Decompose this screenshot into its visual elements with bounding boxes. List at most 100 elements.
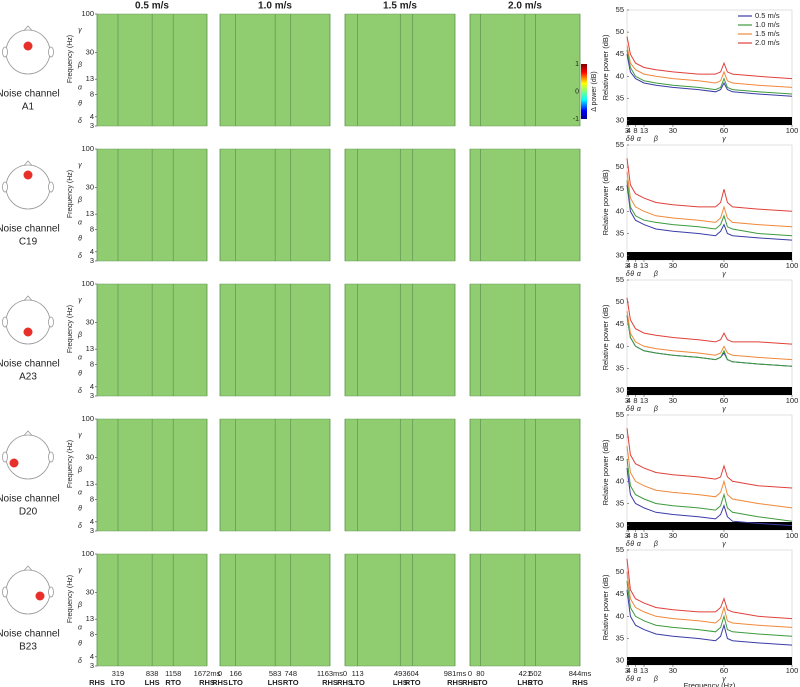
gait-event-label: RHS <box>447 678 463 687</box>
electrode <box>23 327 33 337</box>
band-label: β <box>653 136 658 143</box>
ear <box>2 181 8 193</box>
y-tick-label: 35 <box>616 363 624 372</box>
x-tick-label: 60 <box>720 261 728 270</box>
colorbar-tick-label: -1 <box>573 116 579 123</box>
y-tick-label: 30 <box>616 251 624 260</box>
band-label: α <box>78 84 83 91</box>
x-tick-label: 844ms <box>569 669 592 678</box>
band-label: θ <box>78 506 82 513</box>
band-label: θ <box>630 136 634 143</box>
y-tick-label: 30 <box>86 317 94 326</box>
nose <box>23 25 33 31</box>
y-axis-label: Frequency (Hz) <box>67 170 74 218</box>
y-tick-label: 40 <box>616 476 624 485</box>
band-label: δ <box>626 676 630 683</box>
gait-event-label: RTO <box>165 678 181 687</box>
y-tick-label: 40 <box>616 71 624 80</box>
y-tick-label: 100 <box>81 549 94 558</box>
x-tick-label: 319 <box>112 669 125 678</box>
baseline-bar <box>627 387 792 395</box>
ear <box>48 451 54 463</box>
y-tick-label: 30 <box>86 587 94 596</box>
band-label: γ <box>78 162 82 169</box>
y-tick-label: 50 <box>616 297 624 306</box>
y-tick-label: 40 <box>616 341 624 350</box>
series-line <box>626 49 793 95</box>
plot-area <box>626 9 793 126</box>
row-label: Noise channel <box>0 89 60 100</box>
ear <box>2 316 8 328</box>
y-tick-label: 45 <box>616 49 624 58</box>
ear <box>48 316 54 328</box>
gait-event-label: RHS <box>212 678 228 687</box>
y-tick-label: 13 <box>86 614 94 623</box>
nose <box>23 430 33 436</box>
speed-title: 0.5 m/s <box>135 1 169 12</box>
x-tick-label: 502 <box>529 669 542 678</box>
colorbar-label: Δ power (dB) <box>591 71 598 111</box>
y-tick-label: 4 <box>90 112 94 121</box>
x-tick-label: 0 <box>468 669 472 678</box>
y-axis-label: Frequency (Hz) <box>67 575 74 623</box>
band-label: β <box>653 406 658 413</box>
y-tick-label: 4 <box>90 517 94 526</box>
y-tick-label: 100 <box>81 414 94 423</box>
gait-event-label: RHS <box>322 678 338 687</box>
band-label: β <box>653 676 658 683</box>
electrode <box>23 170 33 180</box>
row-label: Noise channel <box>0 224 60 235</box>
band-label: β <box>77 602 82 609</box>
y-tick-label: 4 <box>90 382 94 391</box>
x-tick-label: 583 <box>269 669 282 678</box>
band-label: β <box>77 62 82 69</box>
y-tick-label: 3 <box>90 526 94 535</box>
series-line <box>626 572 793 628</box>
ear <box>2 586 8 598</box>
series-line <box>626 158 793 212</box>
y-axis-label: Relative power (dB) <box>601 169 610 235</box>
y-tick-label: 100 <box>81 279 94 288</box>
electrode <box>9 458 19 468</box>
band-label: δ <box>78 523 82 530</box>
x-tick-label: 838 <box>146 669 159 678</box>
y-tick-label: 45 <box>616 454 624 463</box>
y-tick-label: 3 <box>90 256 94 265</box>
x-tick-label: 4 <box>627 666 631 675</box>
electrode <box>35 591 45 601</box>
y-tick-label: 30 <box>86 452 94 461</box>
band-label: γ <box>722 271 726 278</box>
row-label: Noise channel <box>0 629 60 640</box>
band-label: δ <box>78 118 82 125</box>
gait-event-label: LTO <box>351 678 365 687</box>
electrode <box>23 41 33 51</box>
ear <box>48 46 54 58</box>
nose <box>23 160 33 166</box>
band-label: β <box>77 332 82 339</box>
y-tick-label: 40 <box>616 611 624 620</box>
band-label: α <box>637 676 642 683</box>
ear <box>2 451 8 463</box>
gait-event-label: RHS <box>199 678 215 687</box>
head <box>5 299 51 345</box>
x-tick-label: 8 <box>633 261 637 270</box>
band-label: β <box>653 271 658 278</box>
y-tick-label: 100 <box>81 144 94 153</box>
band-label: α <box>637 541 642 548</box>
series-line <box>626 428 793 489</box>
y-tick-label: 13 <box>86 74 94 83</box>
y-tick-label: 35 <box>616 498 624 507</box>
y-axis-label: Relative power (dB) <box>601 34 610 100</box>
colorbar-tick-label: 1 <box>575 61 579 68</box>
y-axis-label: Relative power (dB) <box>601 439 610 505</box>
x-tick-label: 13 <box>640 261 648 270</box>
x-tick-label: 3 <box>625 261 629 270</box>
band-label: γ <box>722 136 726 143</box>
gait-event-label: RTO <box>405 678 421 687</box>
x-tick-label: 166 <box>229 669 242 678</box>
y-tick-label: 50 <box>616 432 624 441</box>
y-tick-label: 100 <box>81 9 94 18</box>
x-tick-label: 30 <box>669 126 677 135</box>
band-label: γ <box>722 541 726 548</box>
band-label: δ <box>78 388 82 395</box>
